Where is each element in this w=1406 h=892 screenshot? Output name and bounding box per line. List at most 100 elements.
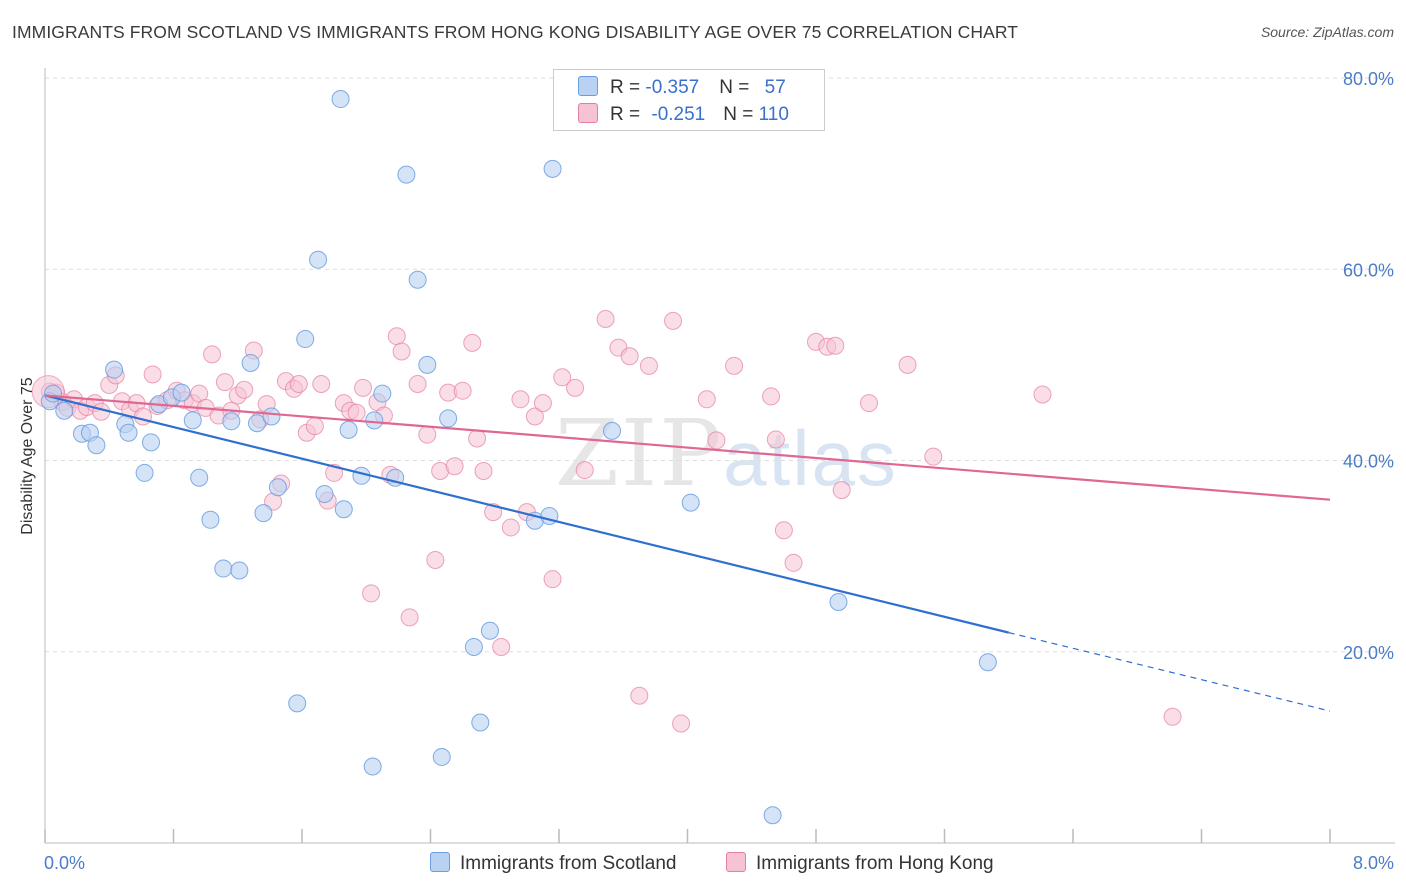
scotland-point <box>418 355 437 374</box>
hongkong-point <box>215 373 234 392</box>
scotland-swatch <box>430 852 450 872</box>
scotland-point <box>339 420 358 439</box>
y-tick-label: 40.0% <box>1343 452 1394 472</box>
scotland-point <box>480 621 499 640</box>
x-tick-label: 0.0% <box>44 853 85 873</box>
scotland-point <box>262 407 281 426</box>
tick-labels: 20.0% 40.0% 60.0% 80.0% 0.0% 8.0% <box>44 69 1394 873</box>
hongkong-point <box>898 355 917 374</box>
hongkong-point <box>354 378 373 397</box>
source-label: Source: ZipAtlas.com <box>1260 24 1394 40</box>
hongkong-point <box>1163 707 1182 726</box>
r-label: R = <box>610 104 646 125</box>
scotland-point <box>373 384 392 403</box>
scotland-points <box>40 90 997 825</box>
n-value-hongkong: 110 <box>758 104 789 125</box>
hongkong-swatch <box>578 103 598 123</box>
hongkong-point <box>392 342 411 361</box>
n-label: N = <box>723 104 759 125</box>
scotland-point <box>331 90 350 109</box>
x-tick-label: 8.0% <box>1353 853 1394 873</box>
legend-label-scotland: Immigrants from Scotland <box>460 853 677 874</box>
chart-title: IMMIGRANTS FROM SCOTLAND VS IMMIGRANTS F… <box>12 22 1019 42</box>
hongkong-point <box>1033 385 1052 404</box>
hongkong-point <box>784 553 803 572</box>
hongkong-point <box>289 375 308 393</box>
scotland-point <box>309 250 328 269</box>
scotland-point <box>241 353 260 372</box>
hongkong-point <box>203 345 222 364</box>
hongkong-point <box>697 390 716 409</box>
hongkong-point <box>463 333 482 352</box>
axes <box>44 68 1395 844</box>
hongkong-point <box>553 368 572 387</box>
scotland-point <box>268 478 287 497</box>
scotland-point <box>55 401 74 420</box>
r-value-hongkong: -0.251 <box>651 104 706 125</box>
watermark: ZIPatlas <box>555 400 898 507</box>
scotland-point <box>254 504 273 523</box>
hongkong-point <box>707 431 726 450</box>
trend-lines <box>44 394 1331 712</box>
y-tick-label: 20.0% <box>1343 643 1394 663</box>
hongkong-point <box>453 381 472 400</box>
hongkong-point <box>725 356 744 375</box>
scotland-point <box>119 423 138 442</box>
hongkong-point <box>408 375 427 393</box>
legend-row-hongkong: R = -0.251 N = 110 <box>578 103 789 127</box>
hongkong-point <box>312 375 331 393</box>
scotland-point <box>543 159 562 178</box>
scotland-point <box>365 411 384 430</box>
scotland-point <box>408 270 427 289</box>
scotland-point <box>363 757 382 776</box>
hongkong-point <box>235 380 254 399</box>
n-label: N = <box>719 77 755 98</box>
hongkong-point <box>400 608 419 627</box>
y-tick-label: 80.0% <box>1343 69 1394 89</box>
hongkong-point <box>305 417 324 436</box>
scotland-point <box>135 463 154 482</box>
hongkong-point <box>762 387 781 406</box>
scotland-point <box>190 468 209 487</box>
scotland-point <box>432 747 451 766</box>
hongkong-point <box>774 521 793 540</box>
y-tick-label: 60.0% <box>1343 260 1394 280</box>
hongkong-point <box>362 584 381 603</box>
scotland-point <box>87 436 106 455</box>
bottom-legend-hongkong: Immigrants from Hong Kong <box>726 852 994 875</box>
scotland-point <box>681 493 700 512</box>
hongkong-point <box>924 447 943 466</box>
hongkong-swatch <box>726 852 746 872</box>
hongkong-point <box>474 462 493 481</box>
hongkong-trend-line <box>44 394 1331 501</box>
r-value-scotland: -0.357 <box>645 77 700 98</box>
scotland-trend-extension <box>1008 632 1331 712</box>
scotland-point <box>105 360 124 379</box>
hongkong-point <box>492 637 511 656</box>
hongkong-point <box>501 518 520 537</box>
hongkong-point <box>418 425 437 444</box>
scotland-point <box>978 653 997 672</box>
hongkong-point <box>445 457 464 476</box>
scotland-trend-line <box>44 394 1010 634</box>
hongkong-point <box>620 347 639 366</box>
scotland-point <box>183 411 202 430</box>
scotland-point <box>829 593 848 612</box>
hongkong-point <box>766 430 785 449</box>
n-value-scotland: 57 <box>764 77 786 98</box>
hongkong-point <box>596 309 615 328</box>
hongkong-point <box>426 550 445 569</box>
hongkong-point <box>543 570 562 589</box>
hongkong-point <box>468 429 487 448</box>
scotland-swatch <box>578 76 598 96</box>
hongkong-point <box>575 461 594 480</box>
y-axis-label: Disability Age Over 75 <box>19 377 36 535</box>
hongkong-point <box>347 403 366 422</box>
scotland-point <box>397 165 416 184</box>
scotland-point <box>222 412 241 431</box>
scotland-point <box>471 713 490 732</box>
legend-label-hongkong: Immigrants from Hong Kong <box>756 853 994 874</box>
scotland-point <box>214 559 233 578</box>
scotland-point <box>763 806 782 825</box>
